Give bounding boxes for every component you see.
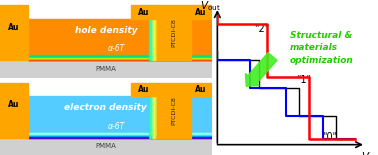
Bar xyxy=(150,83,152,138)
Bar xyxy=(154,5,155,60)
Text: $V_{\mathrm{out}}$: $V_{\mathrm{out}}$ xyxy=(200,0,221,13)
Bar xyxy=(155,5,156,60)
Bar xyxy=(131,83,156,96)
Text: Au: Au xyxy=(8,100,19,109)
Bar xyxy=(28,137,212,138)
Bar xyxy=(28,19,212,60)
Bar xyxy=(28,58,212,59)
Bar xyxy=(28,59,212,60)
Bar xyxy=(191,83,212,96)
Bar xyxy=(0,83,28,138)
Text: electron density: electron density xyxy=(65,103,147,112)
Text: Au: Au xyxy=(138,85,150,94)
Bar xyxy=(155,83,156,138)
Bar xyxy=(191,5,212,19)
Text: "2": "2" xyxy=(254,24,270,34)
Text: PMMA: PMMA xyxy=(95,144,116,149)
Bar xyxy=(131,5,156,19)
Text: "0": "0" xyxy=(322,132,338,142)
Bar xyxy=(28,57,212,58)
Text: PMMA: PMMA xyxy=(95,66,116,72)
Bar xyxy=(0,5,28,60)
FancyArrow shape xyxy=(245,53,277,86)
Bar xyxy=(149,5,150,60)
Bar xyxy=(28,133,212,134)
Text: Structural &
materials
optimization: Structural & materials optimization xyxy=(290,31,353,65)
Text: Au: Au xyxy=(8,23,19,32)
Text: "1": "1" xyxy=(296,75,311,85)
Bar xyxy=(0,60,212,78)
Bar xyxy=(154,83,155,138)
Text: hole density: hole density xyxy=(74,26,137,35)
Bar xyxy=(156,83,191,138)
Bar xyxy=(149,83,150,138)
Bar xyxy=(28,136,212,137)
Text: PTCDI-C8: PTCDI-C8 xyxy=(171,19,176,47)
Bar xyxy=(152,5,153,60)
Text: α-6T: α-6T xyxy=(108,122,125,131)
Bar xyxy=(150,5,152,60)
Text: Au: Au xyxy=(195,7,207,17)
Bar xyxy=(152,83,153,138)
Bar xyxy=(153,83,154,138)
Text: Au: Au xyxy=(195,85,207,94)
Text: α-6T: α-6T xyxy=(108,44,125,53)
Text: PTCDI-C8: PTCDI-C8 xyxy=(171,96,176,125)
Bar xyxy=(28,134,212,135)
Bar xyxy=(28,56,212,57)
Text: $V_{\mathrm{in}}$: $V_{\mathrm{in}}$ xyxy=(361,150,376,155)
Text: Au: Au xyxy=(138,7,150,17)
Bar xyxy=(156,5,191,60)
Bar xyxy=(28,55,212,56)
Bar xyxy=(28,135,212,136)
Bar xyxy=(28,96,212,138)
Bar xyxy=(153,5,154,60)
Bar xyxy=(0,138,212,155)
